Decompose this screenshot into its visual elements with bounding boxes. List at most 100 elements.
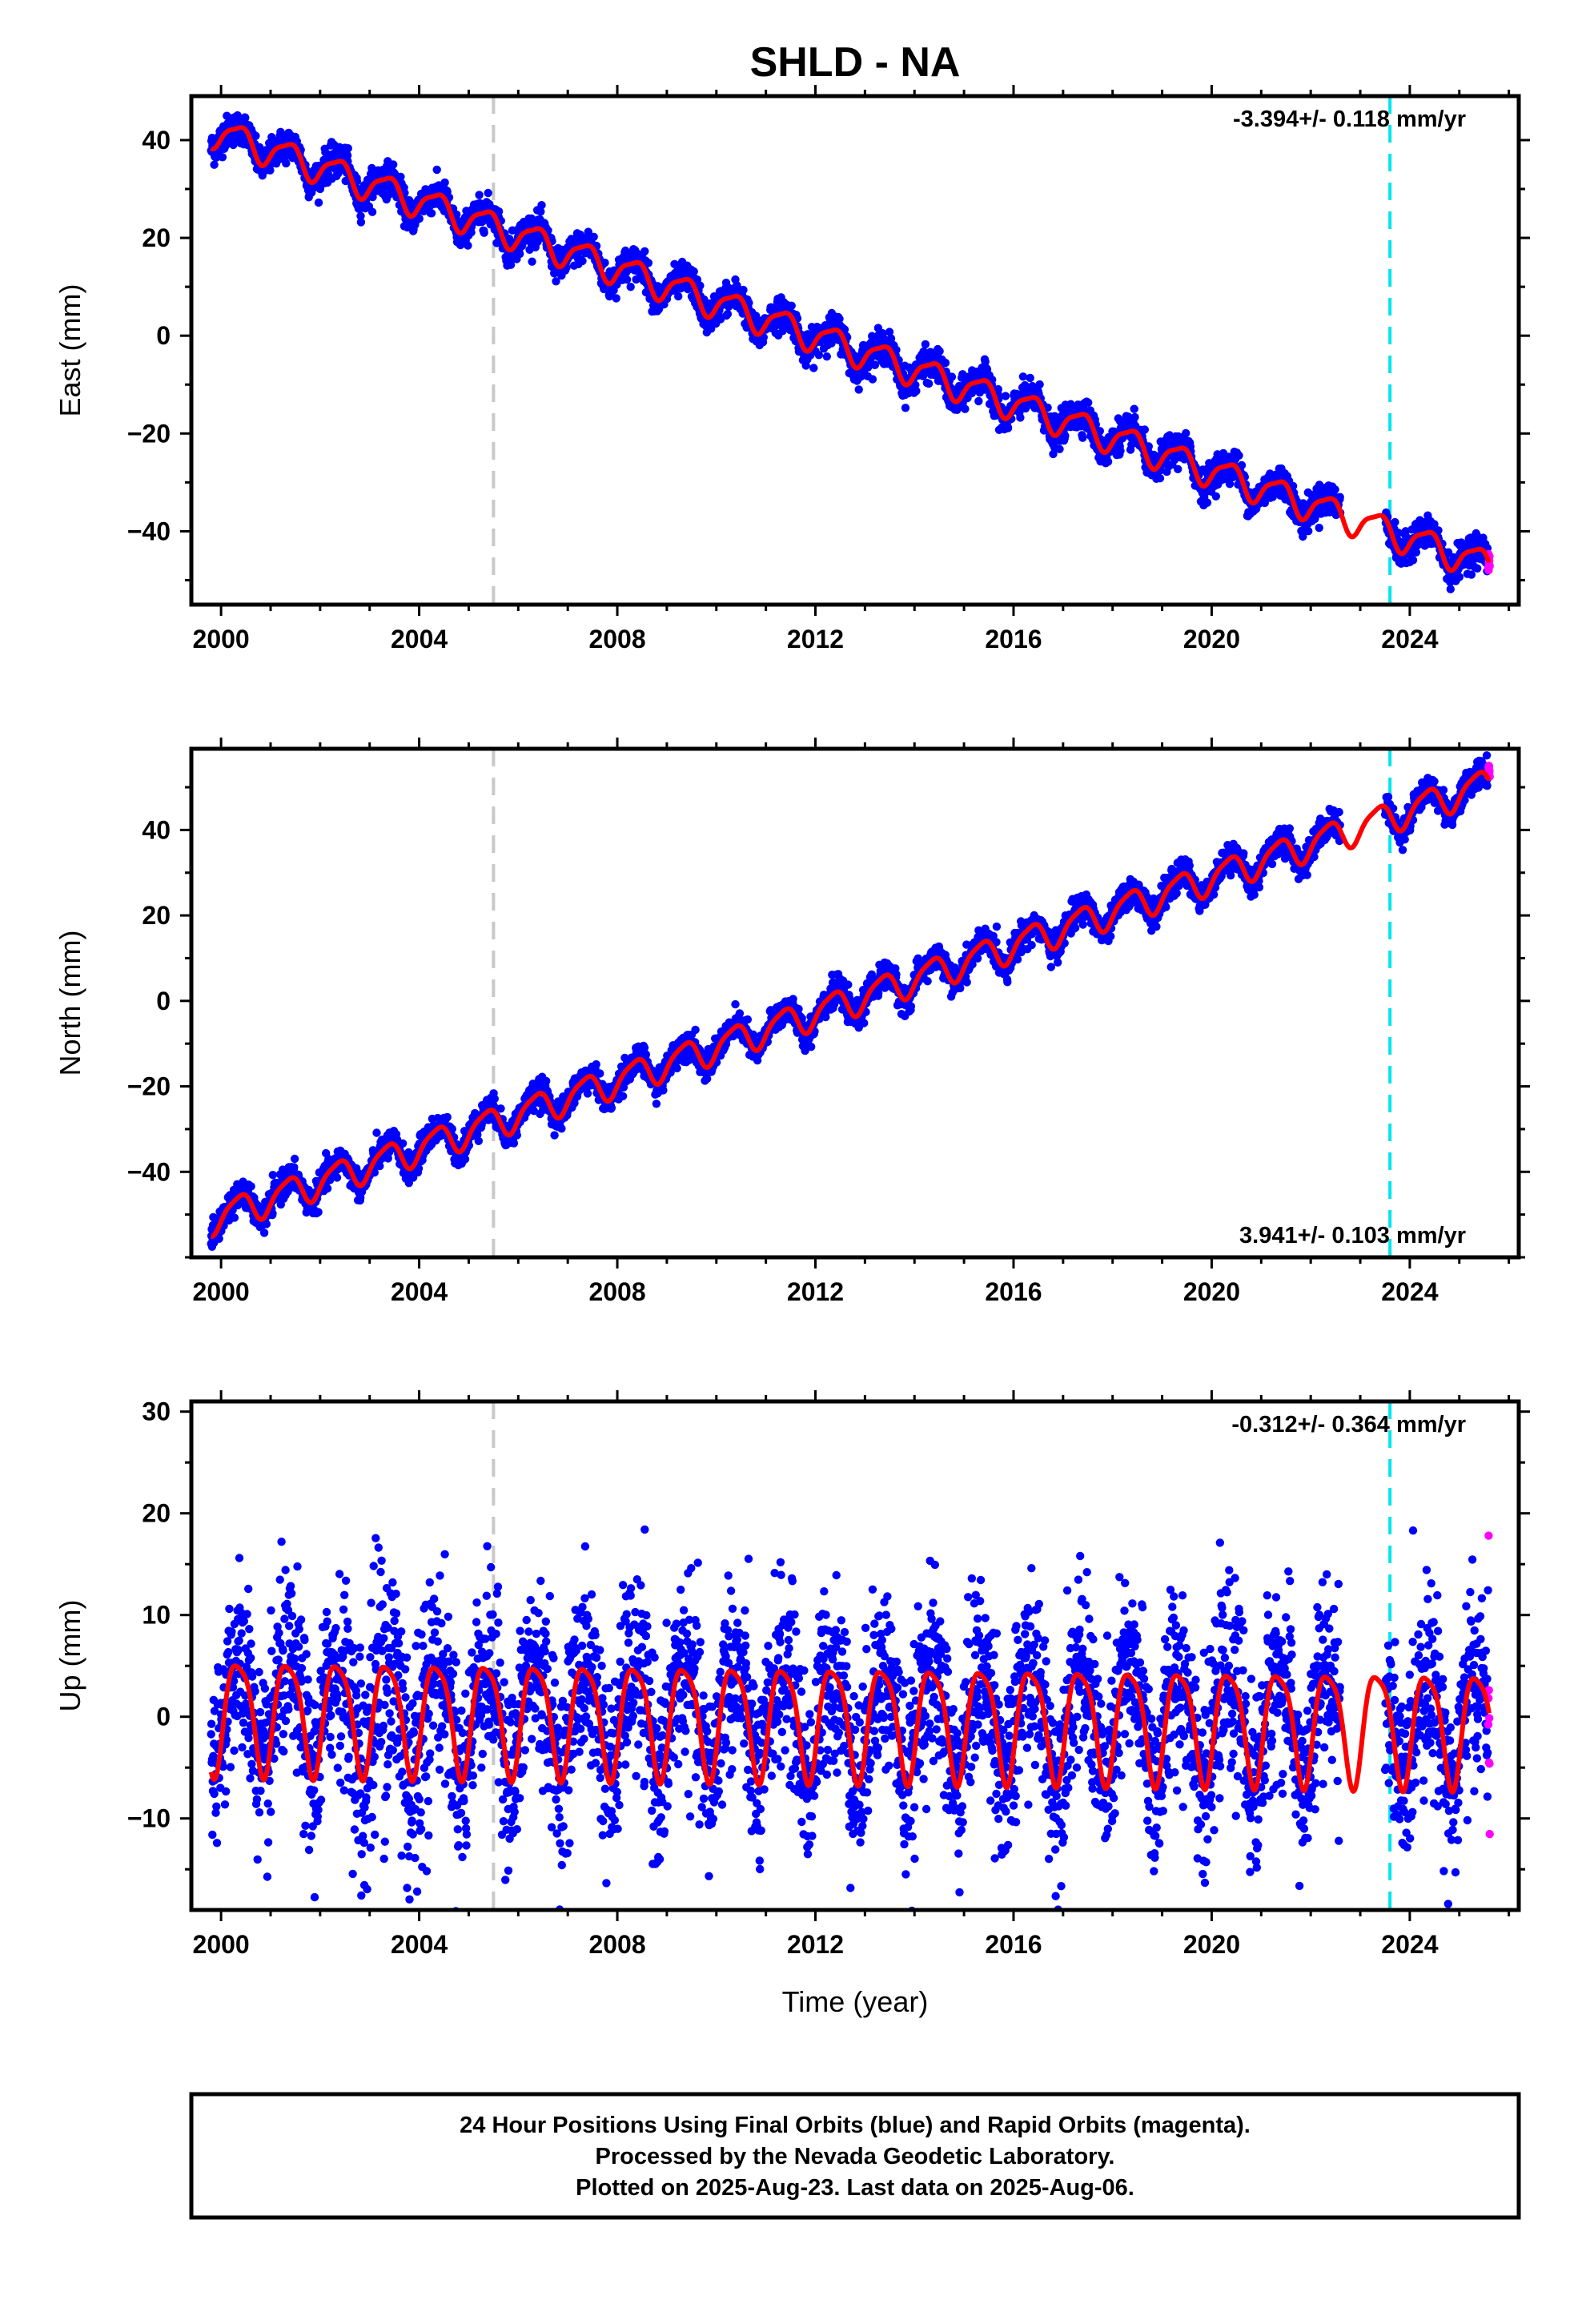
final-point-north-871 [474, 1136, 483, 1146]
final-point-east-3920 [1455, 573, 1464, 581]
final-point-east-3608 [1315, 523, 1323, 533]
final-point-east-2961 [1116, 446, 1125, 456]
final-point-east-244 [282, 159, 291, 168]
final-point-north-410 [332, 1173, 342, 1182]
final-point-east-889 [480, 228, 488, 237]
final-point-east-2296 [912, 387, 921, 396]
final-point-east-3769 [1408, 556, 1418, 565]
final-point-north-624 [398, 1139, 408, 1148]
final-point-east-1319 [612, 294, 620, 303]
final-point-north-270 [290, 1163, 299, 1172]
final-point-north-349 [314, 1208, 323, 1216]
final-point-east-1682 [723, 309, 733, 319]
final-point-east-3040 [1140, 425, 1150, 434]
final-point-east-2005 [822, 352, 832, 361]
final-point-east-902 [484, 188, 492, 198]
y-tick-label-east-0: 40 [142, 126, 171, 155]
final-point-east-1733 [739, 285, 748, 295]
final-point-east-1412 [640, 247, 649, 255]
final-point-east-2109 [854, 385, 863, 394]
rate-label-east: -3.394+/- 0.118 mm/yr [1233, 107, 1466, 132]
x-tick-label-2016: 2016 [985, 625, 1042, 653]
final-point-east-10 [210, 160, 219, 169]
final-point-east-1890 [787, 301, 796, 310]
final-point-east-3090 [1155, 474, 1165, 483]
x-tick-label-2012: 2012 [787, 625, 844, 653]
final-point-east-2781 [1061, 432, 1070, 440]
y-tick-label-east-1: 20 [142, 223, 171, 252]
final-point-east-158 [255, 143, 264, 152]
final-point-east-937 [494, 207, 504, 216]
final-point-east-2337 [924, 379, 934, 388]
final-point-east-2154 [868, 375, 877, 384]
final-point-east-1045 [528, 257, 536, 266]
final-point-north-272 [290, 1154, 299, 1164]
final-point-east-1521 [674, 292, 683, 301]
final-point-east-2595 [1003, 424, 1013, 432]
final-point-east-2587 [1001, 392, 1010, 400]
final-point-east-3006 [1130, 404, 1138, 413]
final-point-east-1076 [537, 201, 546, 210]
final-point-east-1384 [632, 275, 640, 284]
final-point-east-3573 [1304, 527, 1313, 536]
x-tick-label-2000: 2000 [193, 625, 250, 653]
final-point-east-3891 [1446, 585, 1456, 593]
final-point-east-2667 [1026, 373, 1034, 383]
final-point-north-130 [247, 1182, 255, 1191]
final-point-east-1366 [626, 283, 635, 292]
final-point-east-3148 [1174, 464, 1182, 473]
final-point-north-539 [372, 1128, 381, 1137]
final-point-east-2921 [1103, 457, 1113, 466]
final-point-east-525 [367, 207, 377, 216]
final-point-east-1282 [600, 258, 609, 267]
final-point-east-2838 [1078, 433, 1087, 442]
y-tick-label-east-2: 0 [156, 321, 171, 350]
final-point-east-192 [266, 166, 275, 175]
final-point-east-2644 [1018, 372, 1028, 381]
final-point-east-487 [356, 211, 365, 220]
final-point-east-799 [452, 210, 461, 219]
final-point-east-593 [389, 160, 398, 169]
final-orbit-points [207, 751, 1492, 1252]
final-point-east-2372 [935, 347, 944, 356]
final-point-east-488 [356, 218, 366, 227]
final-point-east-350 [314, 198, 323, 207]
final-point-east-2412 [947, 372, 957, 381]
final-point-east-1962 [809, 364, 818, 372]
final-point-east-145 [251, 131, 260, 140]
final-point-east-3008 [1130, 412, 1139, 422]
final-point-east-2698 [1035, 380, 1044, 389]
final-point-east-1228 [584, 227, 592, 236]
final-point-east-37 [218, 153, 227, 162]
final-point-east-1246 [589, 232, 598, 241]
final-point-east-836 [464, 241, 472, 250]
final-point-east-2856 [1084, 398, 1093, 407]
final-point-east-617 [396, 172, 405, 181]
final-point-east-976 [506, 260, 516, 269]
final-point-east-3347 [1235, 451, 1243, 460]
final-point-north-173 [259, 1228, 269, 1237]
final-point-east-735 [432, 165, 441, 175]
final-point-east-1354 [622, 275, 632, 284]
final-point-east-3272 [1211, 492, 1221, 501]
final-point-east-3660 [1331, 485, 1339, 494]
final-point-east-2455 [961, 404, 970, 413]
final-point-east-526 [368, 192, 377, 202]
x-tick-label-2008: 2008 [588, 625, 645, 653]
final-point-east-678 [415, 214, 424, 223]
final-point-east-1005 [516, 249, 524, 259]
final-point-east-446 [343, 144, 352, 153]
final-point-east-718 [427, 209, 436, 218]
x-tick-label-2004: 2004 [391, 625, 448, 653]
chart-title: SHLD - NA [750, 39, 961, 86]
final-point-north-379 [323, 1184, 332, 1193]
final-point-east-1424 [644, 259, 653, 267]
final-point-east-2763 [1055, 444, 1064, 453]
final-point-north-769 [443, 1112, 452, 1122]
final-point-east-3174 [1182, 428, 1191, 438]
final-point-east-761 [440, 178, 449, 187]
final-point-east-873 [475, 191, 484, 199]
final-point-east-2326 [921, 340, 930, 349]
final-point-east-3959 [1467, 570, 1476, 579]
